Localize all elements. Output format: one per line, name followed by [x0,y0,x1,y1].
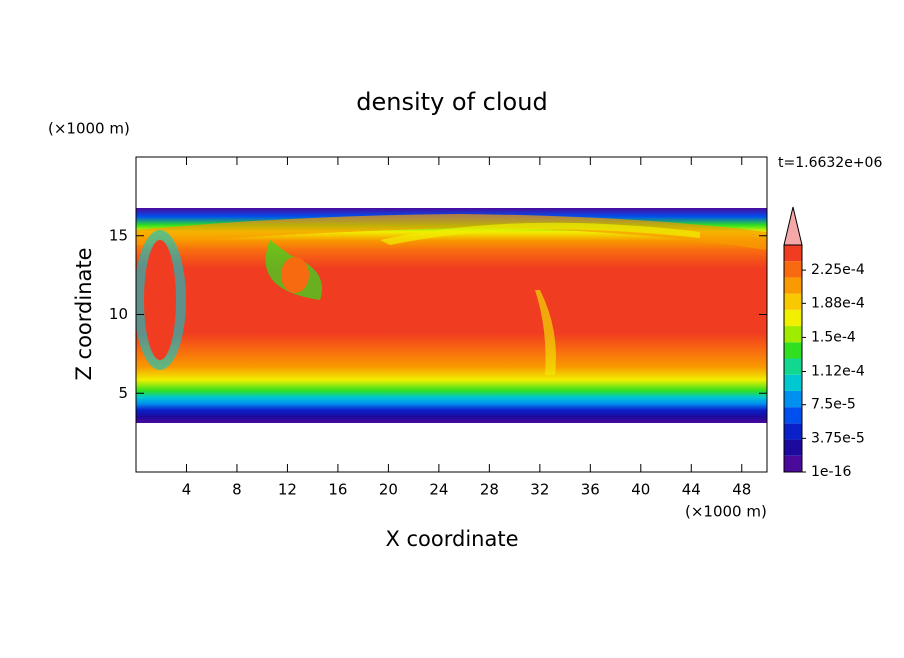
colorbar-band [784,261,802,278]
x-tick-label: 20 [379,481,398,499]
colorbar-band [784,309,802,327]
colorbar-band [784,326,802,343]
colorbar-frame [783,244,803,473]
y-tick-label: 15 [109,226,128,244]
contour-field [136,208,767,423]
x-tick-label: 8 [232,481,242,499]
colorbar-band [784,455,802,472]
colorbar-band [784,342,802,359]
x-tick-label: 48 [732,481,751,499]
colorbar-tick-label: 1e-16 [811,464,851,480]
colorbar-tick-label: 1.5e-4 [811,329,856,345]
y-tick-label: 10 [109,305,128,323]
colorbar-band [784,390,802,408]
colorbar-band [784,407,802,424]
chart-title: density of cloud [356,88,547,116]
y-unit: (×1000 m) [48,120,130,138]
y-axis-label: Z coordinate [72,247,96,380]
x-tick-label: 40 [631,481,650,499]
colorbar-tick-label: 1.88e-4 [811,295,865,311]
x-tick-label: 32 [530,481,549,499]
x-unit: (×1000 m) [685,503,767,521]
y-tick-label: 5 [118,384,128,402]
x-tick-label: 36 [581,481,600,499]
colorbar-tick-label: 2.25e-4 [811,262,865,278]
x-tick-label: 16 [328,481,347,499]
x-tick-label: 12 [278,481,297,499]
x-axis-label: X coordinate [385,527,518,551]
colorbar-extend [783,206,803,246]
colorbar-band [784,245,802,262]
colorbar-band [784,358,802,375]
x-tick-label: 4 [182,481,192,499]
colorbar-band [784,374,802,391]
colorbar-band [784,439,802,456]
colorbar-band [784,293,802,310]
colorbar-tick-label: 1.12e-4 [811,364,865,380]
x-tick-label: 28 [480,481,499,499]
time-annotation: t=1.6632e+06 [778,155,882,171]
x-tick-label: 24 [429,481,448,499]
x-tick-label: 44 [682,481,701,499]
colorbar-tick-label: 3.75e-5 [811,430,865,446]
colorbar-tick-label: 7.5e-5 [811,397,856,413]
colorbar-band [784,277,802,294]
colorbar-band [784,423,802,440]
